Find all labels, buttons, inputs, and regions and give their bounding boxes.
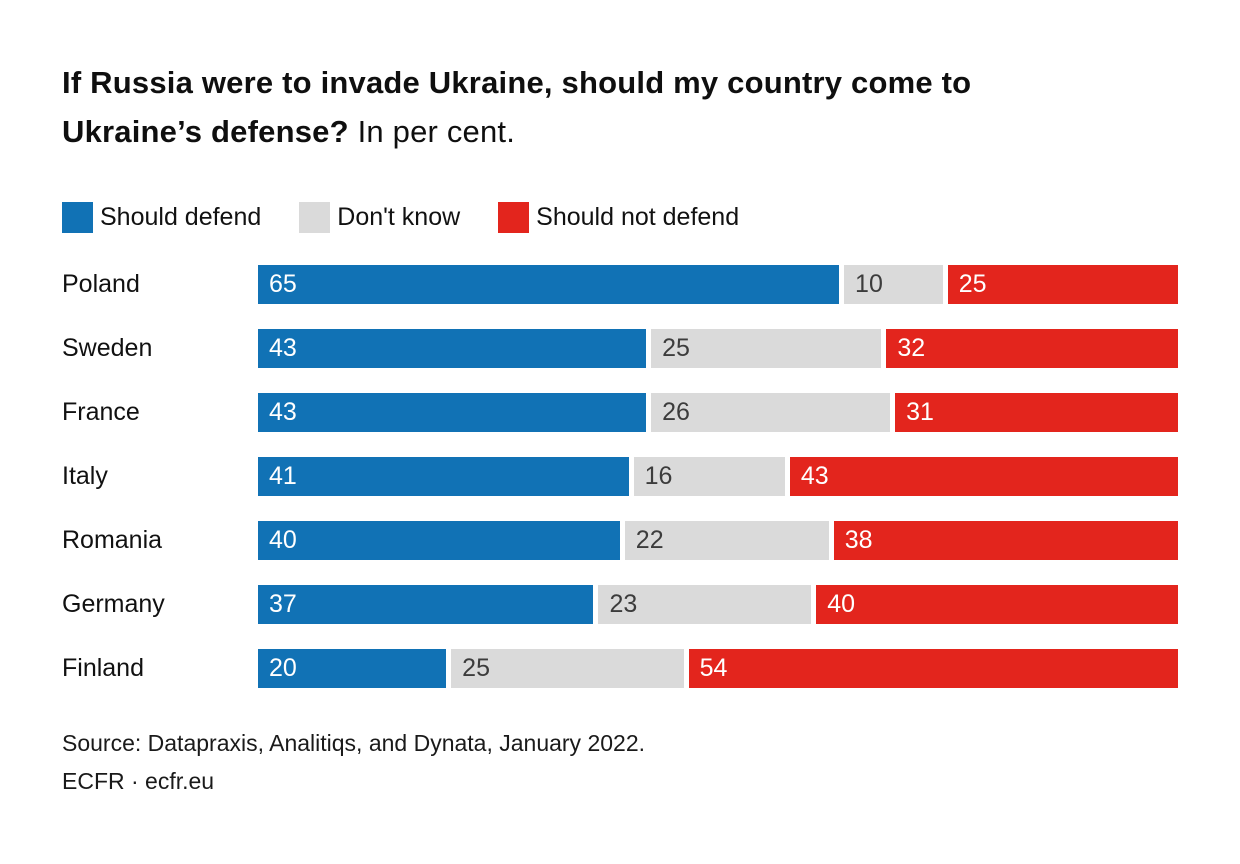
bar-stack: 37 23 40 (258, 585, 1178, 624)
chart-row-france: France 43 26 31 (62, 393, 1178, 432)
legend-swatch-don-t-know (299, 202, 331, 233)
bar-segment-should-defend: 37 (258, 585, 594, 624)
bar-segment-should-defend: 65 (258, 265, 840, 304)
stacked-bar-chart: Poland 65 10 25 Sweden 43 25 32 France 43 26 31 Ital… (62, 265, 1178, 688)
bar-segment-should-not-defend: 43 (789, 457, 1178, 496)
bar-segment-should-defend: 43 (258, 329, 647, 368)
bar-segment-should-not-defend: 25 (947, 265, 1178, 304)
credit-line: ECFR · ecfr.eu (62, 768, 215, 794)
legend-swatch-should-defend (62, 202, 93, 233)
country-label: Germany (62, 590, 165, 618)
bar-segment-don-t-know: 16 (633, 457, 785, 496)
country-label: Romania (62, 526, 163, 554)
legend-item-should-defend: Should defend (62, 202, 261, 233)
bar-stack: 65 10 25 (258, 265, 1178, 304)
chart-row-italy: Italy 41 16 43 (62, 457, 1178, 496)
bar-segment-don-t-know: 23 (598, 585, 812, 624)
bar-stack: 40 22 38 (258, 521, 1178, 560)
legend-item-don-t-know: Don't know (299, 202, 460, 233)
chart-row-finland: Finland 20 25 54 (62, 649, 1178, 688)
country-label: Finland (62, 654, 144, 682)
footer: Source: Datapraxis, Analitiqs, and Dynat… (62, 724, 1178, 800)
bar-segment-don-t-know: 25 (451, 649, 684, 688)
title-unit-note: In per cent. (357, 114, 516, 149)
bar-segment-should-not-defend: 54 (688, 649, 1178, 688)
bar-stack: 43 26 31 (258, 393, 1178, 432)
chart-row-sweden: Sweden 43 25 32 (62, 329, 1178, 368)
country-label: France (62, 398, 140, 426)
bar-stack: 41 16 43 (258, 457, 1178, 496)
chart-row-germany: Germany 37 23 40 (62, 585, 1178, 624)
legend-label: Should not defend (536, 203, 740, 231)
chart-row-poland: Poland 65 10 25 (62, 265, 1178, 304)
bar-stack: 43 25 32 (258, 329, 1178, 368)
bar-segment-should-not-defend: 31 (895, 393, 1178, 432)
bar-segment-should-not-defend: 40 (816, 585, 1178, 624)
chart-row-romania: Romania 40 22 38 (62, 521, 1178, 560)
bar-segment-should-defend: 40 (258, 521, 620, 560)
country-label: Poland (62, 270, 140, 298)
legend: Should defend Don't know Should not defend (62, 202, 1178, 233)
bar-segment-should-defend: 20 (258, 649, 447, 688)
title-question-line1: If Russia were to invade Ukraine, should… (62, 65, 972, 100)
title-question-line2: Ukraine’s defense? (62, 114, 349, 149)
bar-segment-should-not-defend: 38 (833, 521, 1178, 560)
bar-segment-don-t-know: 10 (844, 265, 943, 304)
source-line: Source: Datapraxis, Analitiqs, and Dynat… (62, 730, 646, 756)
bar-segment-should-defend: 41 (258, 457, 629, 496)
chart-title: If Russia were to invade Ukraine, should… (62, 58, 1178, 156)
bar-segment-should-defend: 43 (258, 393, 647, 432)
bar-segment-don-t-know: 26 (651, 393, 891, 432)
bar-segment-don-t-know: 22 (624, 521, 829, 560)
bar-segment-don-t-know: 25 (651, 329, 882, 368)
country-label: Sweden (62, 334, 153, 362)
legend-item-should-not-defend: Should not defend (498, 202, 739, 233)
bar-segment-should-not-defend: 32 (886, 329, 1178, 368)
country-label: Italy (62, 462, 108, 490)
legend-label: Don't know (337, 203, 461, 231)
legend-swatch-should-not-defend (498, 202, 530, 233)
legend-label: Should defend (100, 203, 262, 231)
bar-stack: 20 25 54 (258, 649, 1178, 688)
